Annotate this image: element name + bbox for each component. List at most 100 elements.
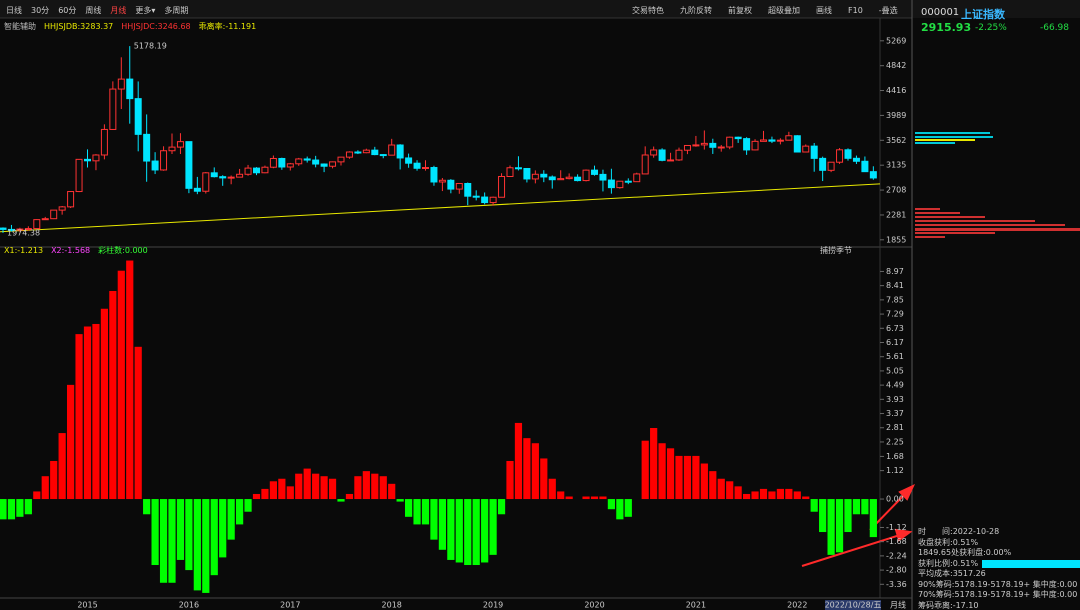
candle-body [168,146,176,152]
macd-bar [641,440,649,500]
macd-bar [168,499,176,583]
candle-body [50,209,58,220]
macd-bar [624,499,632,517]
candle-body [185,141,193,189]
macd-bar [447,499,455,560]
macd-bar [345,493,354,500]
toolbar-button[interactable]: 60分 [58,6,77,15]
toolbar-button[interactable]: 月线 [110,6,127,15]
macd-bar [236,499,244,525]
cursor-date: 2022/10/28/五 [825,601,882,610]
macd-bar [159,499,168,583]
candle-body [574,176,582,182]
y-tick-label: 1.12 [886,466,904,475]
macd-bar [371,473,379,500]
toolbar-button[interactable]: 周线 [85,6,102,15]
candle-body [472,195,480,198]
y-tick-label: -3.36 [886,580,907,589]
candle-body [134,98,142,135]
toolbar-button[interactable]: 超级叠加 [768,6,800,15]
macd-bar [151,499,159,566]
info-panel: 时 间:2022-10-28 收盘获利:0.51% 1849.65处获利盘:0.00… [918,527,1077,610]
candle-body [253,167,260,174]
macd-bar [176,499,185,560]
toolbar-button[interactable]: 日线 [6,6,22,15]
y-tick-label: 4416 [886,86,906,95]
candle-body [109,88,117,130]
candle-body [33,219,41,230]
macd-bar [565,496,573,500]
macd-bar [303,468,311,500]
toolbar-button[interactable]: -叠选 [878,6,898,15]
toolbar-button[interactable]: 更多▾ [135,6,156,15]
candle-body [337,156,345,163]
chip-bar [915,232,995,234]
candle-body [455,182,463,190]
toolbar-button[interactable]: 多周期 [164,6,189,15]
candle-body [16,228,24,231]
candle-body [582,169,590,182]
candle-body [413,162,421,169]
macd-bar [438,499,446,550]
y-tick-label: 2281 [886,210,906,219]
macd-bar [269,481,277,500]
macd-bar [278,478,286,500]
macd-bar [286,486,294,500]
macd-title: 捕捞季节 [820,246,852,255]
candle-body [202,172,210,192]
toolbar-button[interactable]: 交易特色 [632,6,664,15]
macd-bar [193,499,201,591]
macd-bar [481,499,489,563]
info-line: 筹码乖离:-17.10 [918,600,979,610]
macd-bar [658,443,666,500]
candle-body [92,154,100,162]
macd-bar [244,499,252,512]
candle-body [844,149,852,159]
macd-bar [540,458,548,500]
macd-bar [50,460,58,500]
x-tick-label: 2018 [382,601,402,610]
toolbar-button[interactable]: 前复权 [728,6,752,15]
macd-bar [531,443,539,500]
candle-body [658,149,666,161]
candle-body [244,167,252,175]
candle-body [489,196,497,204]
macd-bar [810,499,818,512]
macd-bar [548,478,556,500]
macd-bar [472,499,480,566]
candle-body [269,157,277,168]
x-tick-label: 2020 [584,601,604,610]
macd-bar [185,499,193,571]
legend-item: X2:-1.568 [51,246,91,255]
candle-body [236,173,244,178]
candle-body [24,228,32,231]
toolbar-button[interactable]: 30分 [31,6,50,15]
toolbar-button[interactable]: F10 [848,6,863,15]
y-tick-label: 0.00 [886,495,904,504]
candle-body [7,228,15,231]
macd-bar [607,499,615,510]
macd-bar [92,323,100,500]
candle-body [422,167,429,170]
candle-body [0,227,7,230]
macd-bar [869,499,877,538]
macd-bar [506,460,514,500]
candle-body [692,144,700,147]
y-tick-label: 6.73 [886,324,904,333]
toolbar-button[interactable]: 画线 [816,6,832,15]
y-tick-label: 2708 [886,186,906,195]
macd-bar [143,499,151,515]
candle-body [320,163,328,167]
y-tick-label: 7.29 [886,310,904,319]
macd-bar [337,499,345,502]
macd-bar [650,428,658,500]
macd-bar [227,499,235,540]
candle-body [312,159,320,165]
macd-bar [261,488,269,500]
macd-bar [802,496,810,500]
toolbar-button[interactable]: 九阶反转 [680,6,712,15]
macd-bar [58,433,66,500]
candle-body [776,139,784,142]
macd-bar [134,346,142,500]
